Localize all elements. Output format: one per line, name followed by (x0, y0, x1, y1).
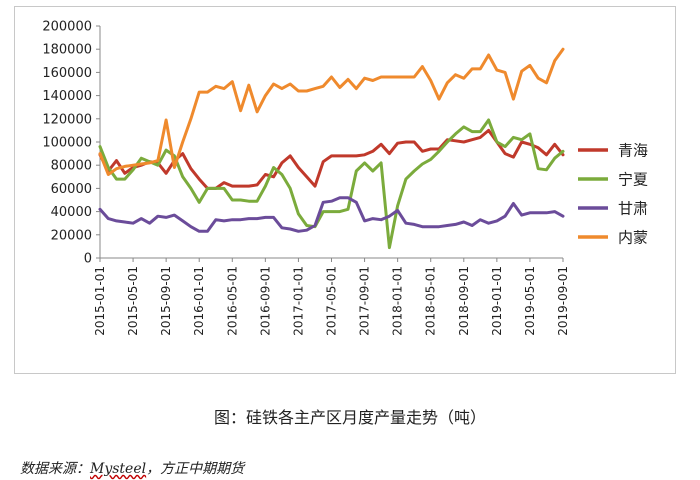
legend-label: 宁夏 (618, 171, 648, 189)
x-tick-label: 2019-09-01 (556, 266, 570, 336)
x-tick-label: 2019-01-01 (490, 266, 504, 336)
x-tick-label: 2017-01-01 (291, 266, 305, 336)
x-tick-label: 2018-09-01 (457, 266, 471, 336)
x-tick-label: 2016-01-01 (192, 266, 206, 336)
x-tick-label: 2016-05-01 (225, 266, 239, 336)
x-tick-label: 2015-09-01 (159, 266, 173, 336)
x-tick-label: 2015-05-01 (126, 266, 140, 336)
source-brand: Mysteel (90, 461, 147, 477)
x-tick-label: 2018-05-01 (424, 266, 438, 336)
y-tick-label: 180000 (42, 43, 92, 58)
legend-label: 甘肃 (618, 200, 648, 218)
y-tick-label: 0 (84, 252, 92, 267)
y-tick-label: 140000 (42, 89, 92, 104)
x-tick-label: 2019-05-01 (523, 266, 537, 336)
source-suffix: ，方正中期期货 (146, 461, 245, 477)
y-tick-label: 20000 (51, 228, 92, 243)
x-tick-label: 2018-01-01 (391, 266, 405, 336)
figure-caption: 图：硅铁各主产区月度产量走势（吨） (213, 408, 486, 427)
y-tick-label: 100000 (42, 136, 92, 151)
x-tick-label: 2017-05-01 (325, 266, 339, 336)
silicon-iron-production-chart: 0 20000 40000 60000 80000 100000 120000 140000 1… (42, 20, 648, 336)
y-tick-label: 120000 (42, 112, 92, 127)
y-tick-label: 160000 (42, 66, 92, 81)
legend-label: 内蒙 (618, 229, 648, 247)
x-tick-label: 2015-01-01 (93, 266, 107, 336)
y-tick-label: 80000 (51, 159, 92, 174)
source-prefix: 数据来源： (20, 461, 90, 477)
x-tick-label: 2016-09-01 (258, 266, 272, 336)
x-tick-label: 2017-09-01 (358, 266, 372, 336)
legend-label: 青海 (618, 142, 648, 160)
y-tick-label: 60000 (51, 182, 92, 197)
y-tick-label: 40000 (51, 205, 92, 220)
data-source-note: 数据来源：Mysteel，方正中期期货 (20, 458, 244, 478)
series-line-4 (98, 47, 565, 176)
series-line-3 (98, 196, 565, 233)
y-tick-label: 200000 (42, 20, 92, 35)
chart-frame (14, 6, 676, 374)
